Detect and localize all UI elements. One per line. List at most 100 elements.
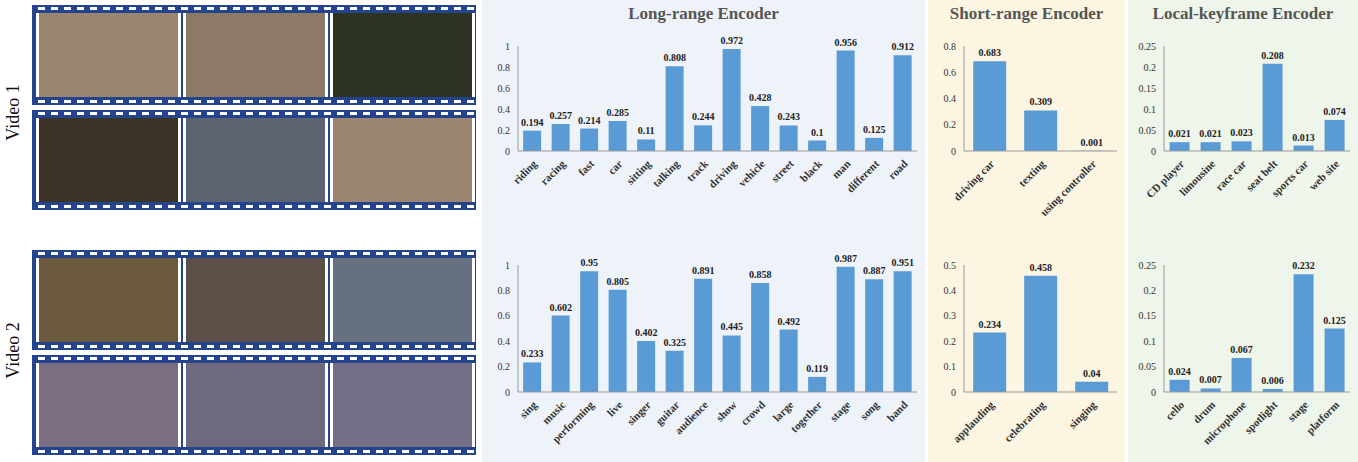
svg-text:0.1: 0.1 [1144, 104, 1157, 115]
svg-text:0: 0 [951, 387, 956, 398]
svg-text:0.805: 0.805 [606, 276, 629, 287]
svg-text:0.492: 0.492 [777, 316, 800, 327]
svg-text:0.25: 0.25 [1139, 260, 1157, 271]
svg-text:sitting: sitting [624, 157, 654, 187]
svg-text:man: man [830, 157, 853, 180]
svg-text:limousine: limousine [1177, 157, 1218, 198]
svg-text:0.232: 0.232 [1292, 260, 1315, 271]
svg-text:0.5: 0.5 [944, 260, 957, 271]
svg-text:0.2: 0.2 [1144, 62, 1157, 73]
svg-text:0.887: 0.887 [863, 265, 886, 276]
svg-text:race car: race car [1213, 157, 1249, 193]
svg-text:0.15: 0.15 [1139, 83, 1157, 94]
svg-text:0.234: 0.234 [978, 319, 1001, 330]
svg-text:0.891: 0.891 [692, 265, 715, 276]
svg-text:0.972: 0.972 [720, 35, 743, 46]
svg-text:0.208: 0.208 [1261, 50, 1284, 61]
svg-text:0.233: 0.233 [521, 348, 544, 359]
svg-text:microphone: microphone [1200, 398, 1248, 446]
svg-text:0.8: 0.8 [498, 285, 511, 296]
svg-text:together: together [788, 398, 824, 434]
svg-text:fast: fast [576, 157, 597, 178]
svg-text:0.6: 0.6 [498, 83, 511, 94]
svg-text:0.007: 0.007 [1199, 374, 1222, 385]
svg-text:show: show [713, 398, 738, 423]
svg-text:0.2: 0.2 [498, 361, 511, 372]
svg-text:0.021: 0.021 [1168, 128, 1191, 139]
svg-text:0.858: 0.858 [749, 269, 772, 280]
svg-text:0.119: 0.119 [806, 363, 828, 374]
svg-text:0.951: 0.951 [891, 257, 914, 268]
svg-text:0.013: 0.013 [1292, 132, 1315, 143]
svg-text:0.808: 0.808 [663, 52, 686, 63]
svg-text:black: black [798, 157, 825, 184]
svg-text:0.125: 0.125 [1323, 315, 1346, 326]
svg-text:texting: texting [1016, 157, 1048, 189]
svg-text:audience: audience [672, 398, 710, 436]
svg-text:0.2: 0.2 [944, 119, 957, 130]
svg-text:0.024: 0.024 [1168, 366, 1191, 377]
svg-text:0.95: 0.95 [580, 257, 598, 268]
svg-text:web site: web site [1306, 157, 1341, 192]
svg-text:different: different [844, 157, 882, 195]
svg-text:0.023: 0.023 [1230, 127, 1253, 138]
svg-text:road: road [886, 157, 910, 181]
svg-text:live: live [605, 398, 625, 418]
svg-text:0.402: 0.402 [635, 327, 658, 338]
svg-text:riding: riding [510, 157, 539, 186]
svg-text:celebrating: celebrating [1002, 398, 1048, 444]
svg-text:0: 0 [951, 146, 956, 157]
svg-text:0.956: 0.956 [834, 37, 857, 48]
svg-text:0.602: 0.602 [549, 302, 572, 313]
svg-text:racing: racing [538, 157, 568, 187]
svg-text:driving car: driving car [951, 157, 997, 203]
svg-text:0.04: 0.04 [1083, 368, 1101, 379]
svg-text:sing: sing [517, 398, 539, 420]
svg-text:0.3: 0.3 [944, 310, 957, 321]
svg-text:0: 0 [1151, 387, 1156, 398]
svg-text:0: 0 [1151, 146, 1156, 157]
svg-text:singer: singer [624, 398, 653, 427]
svg-text:0.428: 0.428 [749, 92, 772, 103]
svg-text:0.4: 0.4 [944, 285, 957, 296]
svg-text:0.2: 0.2 [944, 336, 957, 347]
svg-text:0.285: 0.285 [606, 107, 629, 118]
svg-text:0.243: 0.243 [777, 111, 800, 122]
svg-text:0.4: 0.4 [498, 336, 511, 347]
svg-text:0.194: 0.194 [521, 117, 544, 128]
svg-text:0.125: 0.125 [863, 124, 886, 135]
svg-text:0.11: 0.11 [638, 125, 655, 136]
svg-text:0.325: 0.325 [663, 337, 686, 348]
svg-text:0.987: 0.987 [834, 253, 857, 264]
svg-text:car: car [605, 157, 624, 176]
svg-text:0.074: 0.074 [1323, 106, 1346, 117]
svg-text:band: band [884, 398, 909, 423]
svg-text:applauding: applauding [950, 398, 996, 444]
svg-text:0.309: 0.309 [1029, 96, 1052, 107]
svg-text:0.6: 0.6 [944, 67, 957, 78]
svg-text:0.4: 0.4 [944, 93, 957, 104]
svg-text:0.214: 0.214 [578, 115, 601, 126]
svg-text:0.6: 0.6 [498, 310, 511, 321]
svg-text:0.458: 0.458 [1029, 262, 1052, 273]
svg-text:crowd: crowd [738, 398, 767, 427]
svg-text:performing: performing [550, 398, 597, 445]
svg-text:0.067: 0.067 [1230, 344, 1253, 355]
svg-text:using controller: using controller [1038, 157, 1099, 218]
svg-text:0.05: 0.05 [1139, 361, 1157, 372]
svg-text:1: 1 [505, 41, 510, 52]
svg-text:sports car: sports car [1269, 157, 1311, 199]
svg-text:0.445: 0.445 [720, 321, 743, 332]
svg-text:0.1: 0.1 [1144, 336, 1157, 347]
svg-text:0.15: 0.15 [1139, 310, 1157, 321]
svg-text:0.001: 0.001 [1080, 137, 1103, 148]
svg-text:talking: talking [650, 157, 682, 189]
svg-text:0: 0 [505, 146, 510, 157]
svg-text:cello: cello [1163, 398, 1187, 422]
svg-text:0.257: 0.257 [549, 110, 572, 121]
svg-text:0.8: 0.8 [944, 41, 957, 52]
svg-text:0.006: 0.006 [1261, 375, 1284, 386]
svg-text:0.1: 0.1 [944, 361, 957, 372]
svg-text:0.2: 0.2 [498, 125, 511, 136]
svg-text:1: 1 [505, 260, 510, 271]
